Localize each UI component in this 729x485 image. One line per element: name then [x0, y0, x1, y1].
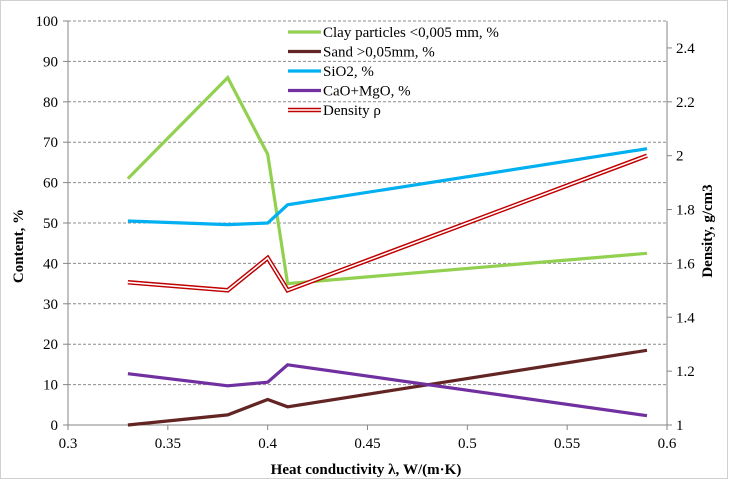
y2-tick-label: 2.4 [676, 41, 695, 57]
y-tick-label: 80 [43, 95, 58, 111]
y-tick-label: 40 [43, 256, 58, 272]
series-line-0 [126, 74, 648, 286]
legend: Clay particles <0,005 mm, % Sand >0,05mm,… [288, 25, 499, 119]
y2-tick-label: 1.8 [676, 203, 695, 219]
series-lines [126, 74, 648, 427]
x-tick-label: 0.45 [354, 436, 380, 452]
y2-tick-label: 1 [676, 418, 684, 434]
y-tick-label: 60 [43, 176, 58, 192]
series-line-1 [127, 348, 648, 427]
y-tick-label: 30 [43, 297, 58, 313]
y-tick-label: 20 [43, 337, 58, 353]
x-tick-label: 0.5 [458, 436, 477, 452]
y-tick-label: 50 [43, 216, 58, 232]
x-tick-label: 0.3 [59, 436, 78, 452]
series-line-density-inner [127, 154, 648, 292]
y-axis-title: Content, % [11, 209, 27, 283]
series-line-2 [127, 147, 648, 227]
y-tick-label: 10 [43, 378, 58, 394]
axes [63, 20, 672, 430]
y2-axis-title: Density, g/cm3 [700, 184, 716, 277]
y2-tick-label: 1.6 [676, 256, 695, 272]
x-tick-label: 0.6 [658, 436, 677, 452]
legend-label: CaO+MgO, % [323, 84, 411, 100]
x-tick-label: 0.4 [258, 436, 277, 452]
y-tick-label: 0 [51, 418, 59, 434]
legend-label: Sand >0,05mm, % [323, 45, 435, 61]
y-tick-label: 100 [36, 14, 59, 30]
y2-tick-label: 2 [676, 149, 684, 165]
legend-label: Density ρ [323, 103, 381, 119]
legend-label: SiO2, % [323, 64, 374, 80]
x-tick-label: 0.55 [554, 436, 580, 452]
x-tick-label: 0.35 [155, 436, 181, 452]
y2-tick-label: 2.2 [676, 95, 695, 111]
legend-label: Clay particles <0,005 mm, % [323, 25, 499, 41]
y-tick-label: 90 [43, 54, 58, 70]
series-line-3 [127, 363, 648, 418]
y-tick-label: 70 [43, 135, 58, 151]
y2-tick-label: 1.4 [676, 310, 695, 326]
y2-tick-label: 1.2 [676, 364, 695, 380]
tick-labels: 0 10 20 30 40 50 60 70 80 90 100 1 1.2 1.4 1.6 1.8 2 2.2 2… [36, 14, 696, 452]
x-axis-title: Heat conductivity λ, W/(m·K) [271, 462, 462, 478]
